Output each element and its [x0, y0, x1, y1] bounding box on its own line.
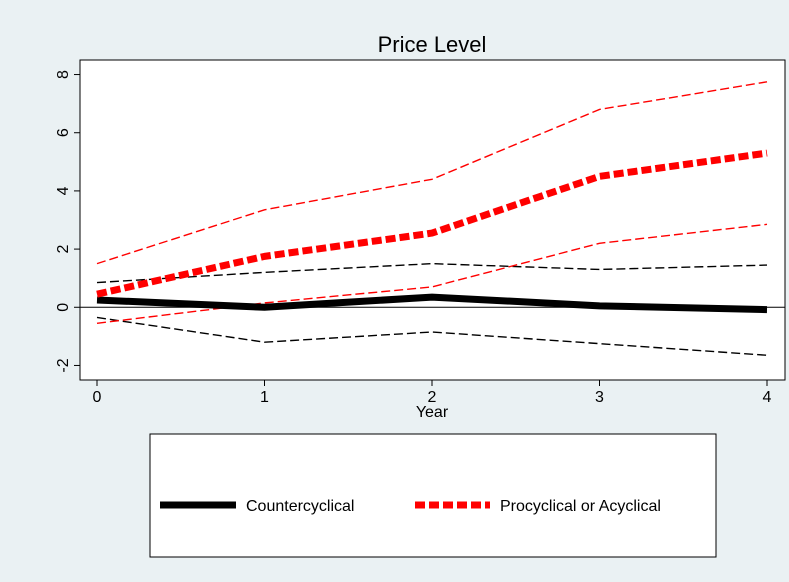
y-tick-label: 2 — [55, 245, 72, 254]
series-line-1 — [96, 149, 768, 298]
legend-label-1: Procyclical or Acyclical — [500, 498, 661, 515]
x-tick-label: 2 — [428, 389, 437, 406]
x-tick-label: 1 — [260, 389, 269, 406]
plot-area — [79, 59, 786, 381]
x-tick-label: 0 — [93, 389, 102, 406]
confidence-band-line-2 — [96, 81, 768, 265]
y-tick-label: -2 — [55, 358, 72, 372]
y-tick-label: 4 — [55, 186, 72, 195]
x-tick-label: 4 — [763, 389, 772, 406]
y-tick-label: 0 — [55, 303, 72, 312]
legend-label-0: Countercyclical — [246, 498, 354, 515]
y-tick-label: 6 — [55, 128, 72, 137]
x-axis-label: Year — [416, 404, 449, 421]
y-tick-label: 8 — [55, 70, 72, 79]
confidence-band-line-1 — [96, 316, 768, 356]
series-line-0 — [96, 293, 768, 314]
legend-box — [149, 433, 717, 558]
confidence-band-line-3 — [96, 223, 768, 324]
chart-title: Price Level — [378, 32, 487, 57]
confidence-band-line-0 — [96, 262, 768, 284]
x-tick-label: 3 — [595, 389, 604, 406]
